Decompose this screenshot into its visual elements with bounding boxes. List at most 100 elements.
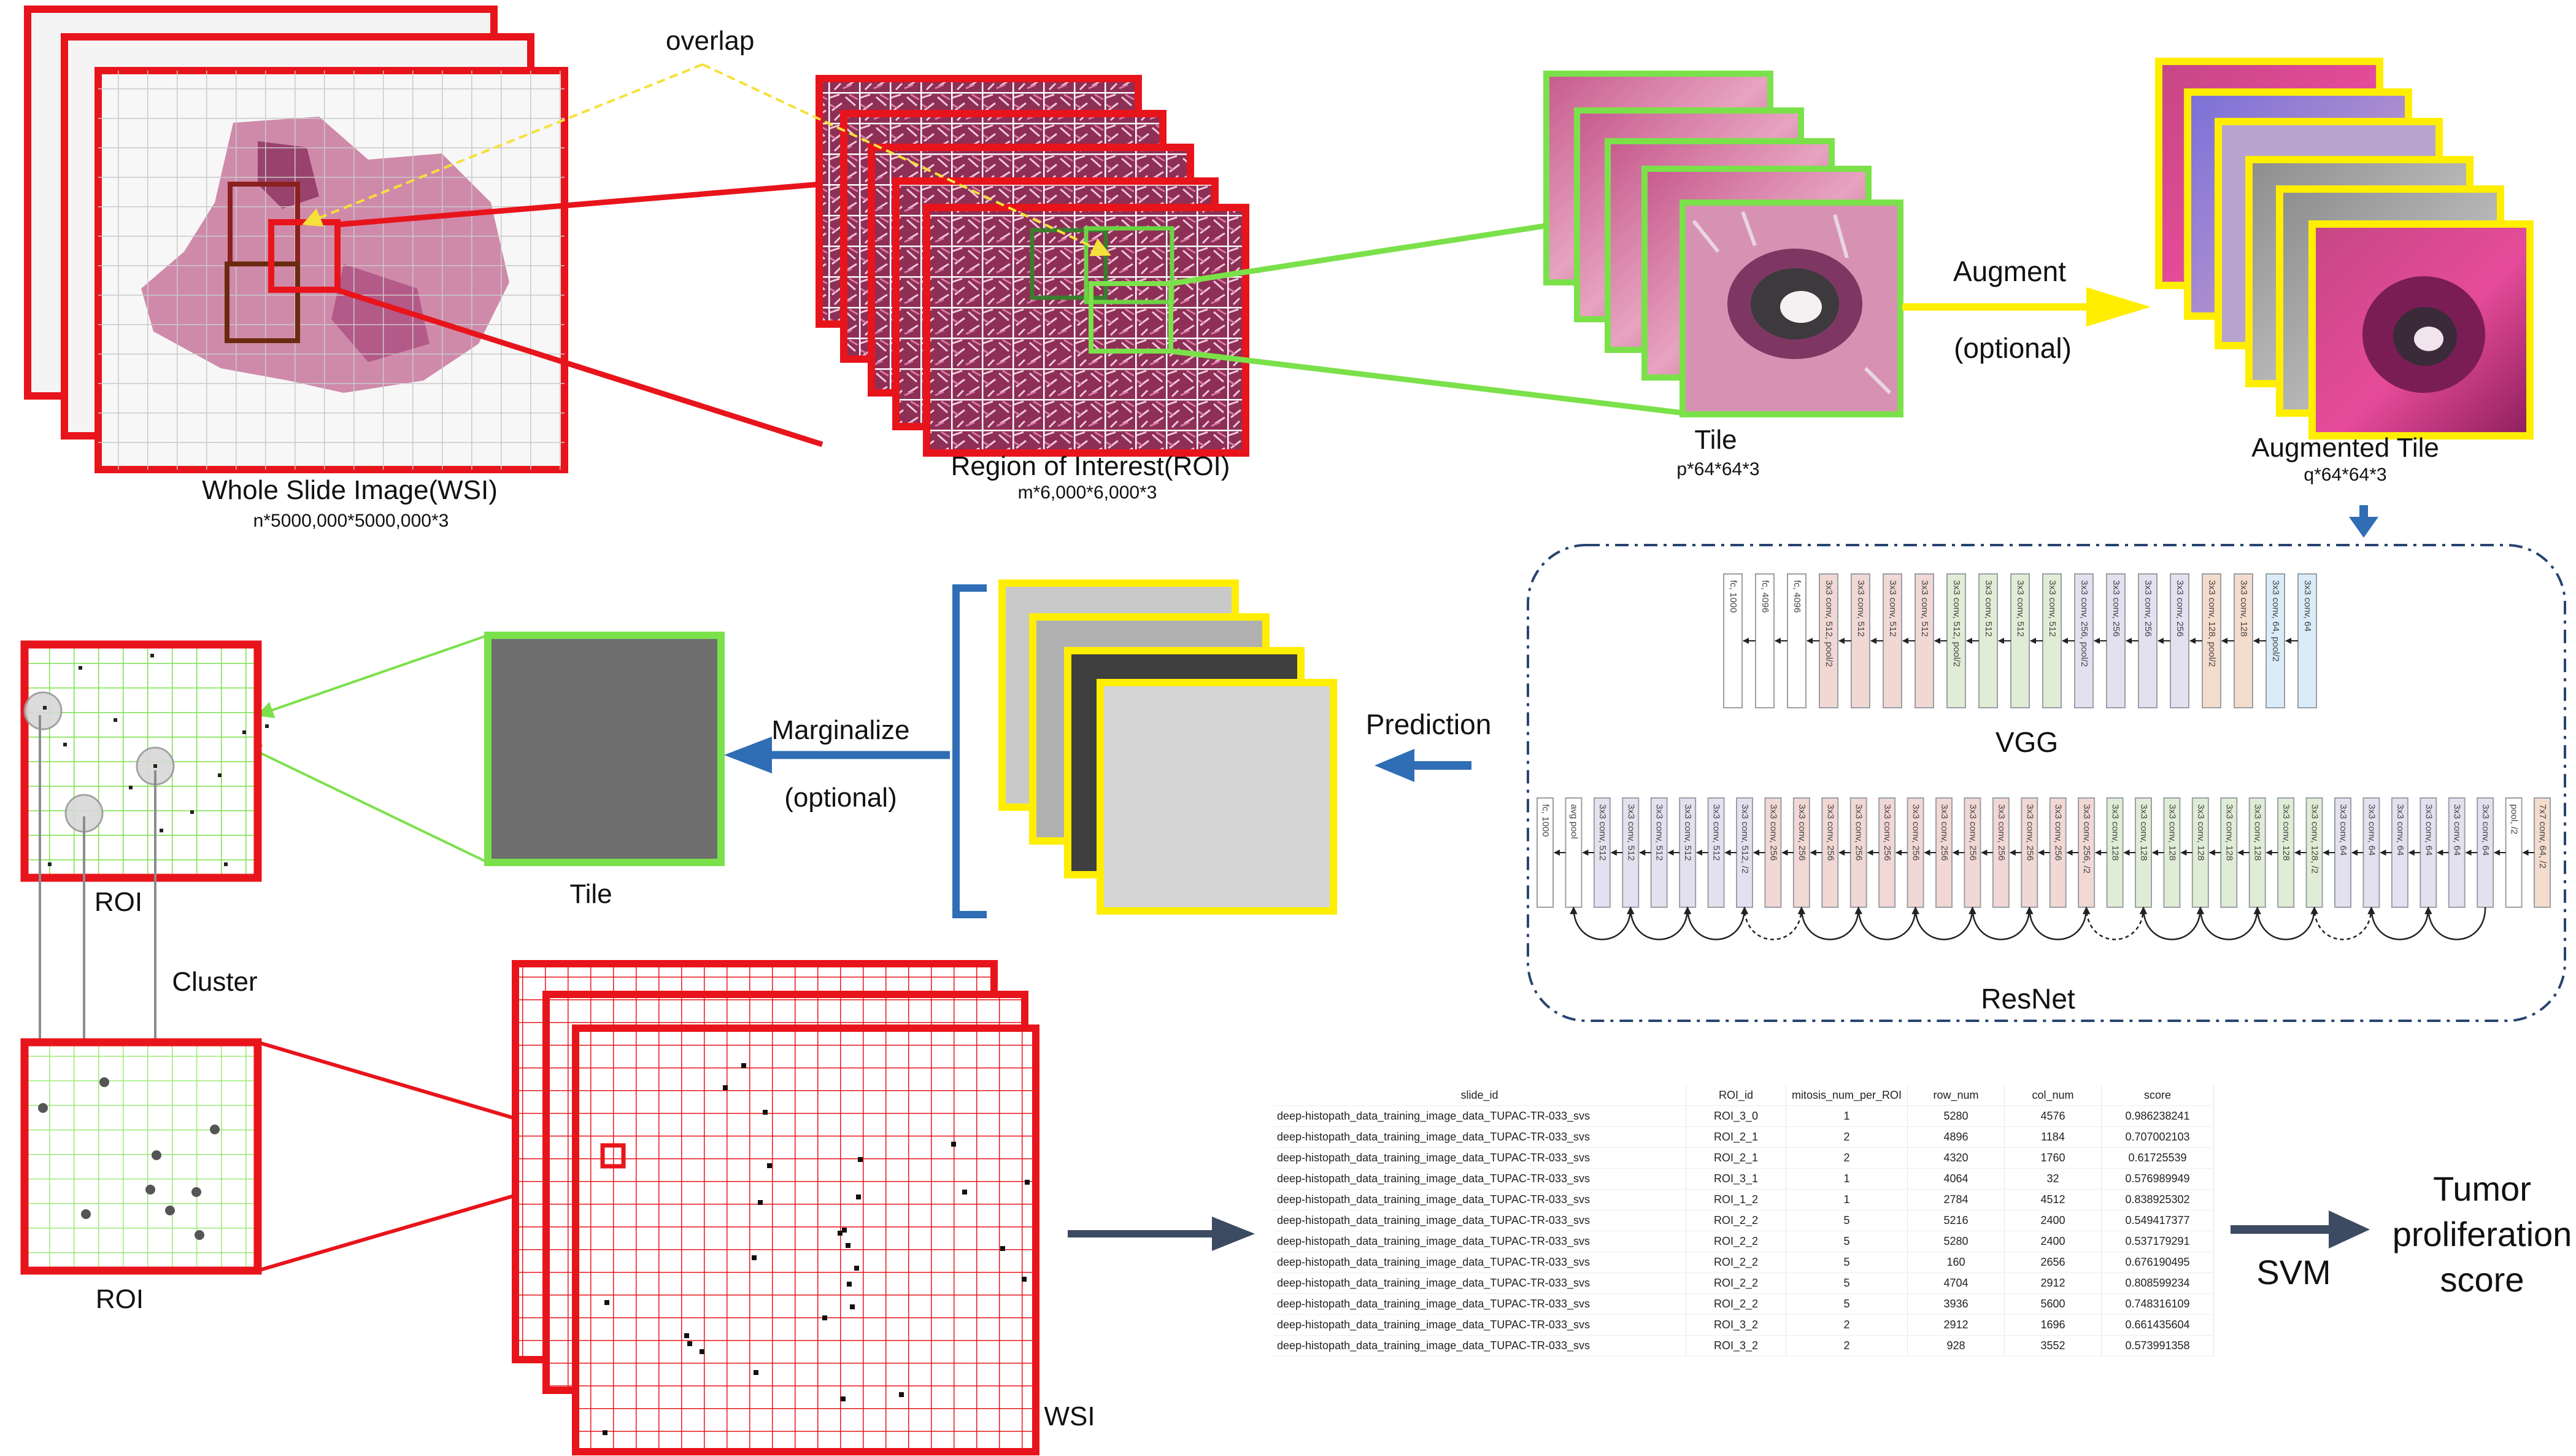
resnet-layer-label: 3x3 conv, 512 <box>1683 804 1693 861</box>
resnet-skip-connection <box>2139 906 2202 940</box>
vgg-layer <box>1755 573 1775 708</box>
resnet-layer <box>1935 797 1953 908</box>
vgg-layer-label: 3x3 conv, 512, pool/2 <box>1824 580 1834 667</box>
resnet-layer-label: 3x3 conv, 128 <box>2110 804 2121 861</box>
cell-col-num: 2912 <box>2004 1272 2102 1294</box>
cell-roi-id: ROI_2_2 <box>1686 1293 1786 1315</box>
vgg-layer <box>1723 573 1743 708</box>
to-table-arrow <box>1068 1217 1255 1251</box>
cell-mitosis-num: 2 <box>1786 1126 1908 1148</box>
cell-col-num: 1696 <box>2004 1314 2102 1336</box>
cell-score: 0.61725539 <box>2101 1147 2214 1169</box>
vgg-layer <box>2170 573 2189 708</box>
vgg-layer-label: 3x3 conv, 256 <box>2143 580 2153 637</box>
cell-score: 0.576989949 <box>2101 1168 2214 1190</box>
roi-mitosis-grid <box>20 640 269 882</box>
overlap-label: overlap <box>666 26 755 56</box>
prediction-arrow <box>1375 749 1471 782</box>
cell-col-num: 32 <box>2004 1168 2102 1190</box>
cell-score: 0.537179291 <box>2101 1231 2214 1252</box>
resnet-layer-label: fc, 1000 <box>1540 804 1551 837</box>
resnet-layer-label: 3x3 conv, 64 <box>2338 804 2348 856</box>
cell-slide-id: deep-histopath_data_training_image_data_… <box>1273 1272 1686 1294</box>
resnet-layer <box>2420 797 2437 908</box>
resnet-skip-connection <box>1969 906 2030 940</box>
tile-dimensions: p*64*64*3 <box>1676 459 1760 479</box>
table-row: deep-histopath_data_training_image_data_… <box>1273 1314 2214 1336</box>
resnet-layer-label: 3x3 conv, 128 <box>2167 804 2177 861</box>
cell-row-num: 5280 <box>1907 1106 2005 1127</box>
prediction-label: Prediction <box>1365 708 1492 740</box>
header-col-num: col_num <box>2004 1085 2102 1106</box>
output-tile <box>484 632 725 866</box>
resnet-skip-connection <box>1570 906 1632 940</box>
resnet-layer <box>2391 797 2408 908</box>
resnet-layer-label: 3x3 conv, 128 <box>2253 804 2263 861</box>
vgg-layer <box>1946 573 1966 708</box>
cell-mitosis-num: 2 <box>1786 1335 1908 1357</box>
augment-optional-label: (optional) <box>1954 332 2072 364</box>
cell-slide-id: deep-histopath_data_training_image_data_… <box>1273 1231 1686 1252</box>
header-roi-id: ROI_id <box>1686 1085 1786 1106</box>
resnet-layer-label: 3x3 conv, 256 <box>1939 804 1949 861</box>
augment-label: Augment <box>1953 255 2067 287</box>
marginalize-optional-label: (optional) <box>784 783 897 813</box>
table-row: deep-histopath_data_training_image_data_… <box>1273 1189 2214 1210</box>
cell-row-num: 4896 <box>1907 1126 2005 1148</box>
resnet-layer <box>1764 797 1782 908</box>
resnet-skip-connection <box>2026 906 2088 940</box>
resnet-layer <box>2534 797 2551 908</box>
vgg-layer-label: fc, 1000 <box>1728 580 1738 613</box>
vgg-layer <box>1851 573 1870 708</box>
cell-score: 0.573991358 <box>2101 1335 2214 1357</box>
tile-title: Tile <box>1694 425 1737 455</box>
cell-score: 0.707002103 <box>2101 1126 2214 1148</box>
cell-col-num: 4512 <box>2004 1189 2102 1210</box>
cell-roi-id: ROI_2_2 <box>1686 1231 1786 1252</box>
cell-slide-id: deep-histopath_data_training_image_data_… <box>1273 1335 1686 1357</box>
vgg-layer-label: 3x3 conv, 512 <box>1919 580 1930 637</box>
cell-score: 0.549417377 <box>2101 1210 2214 1231</box>
cell-mitosis-num: 5 <box>1786 1293 1908 1315</box>
vgg-layer-label: 3x3 conv, 128 <box>2239 580 2249 637</box>
resnet-skip-connection <box>1911 906 1973 940</box>
resnet-diagram: 7x7 conv, 64, /2 pool, /2 3x3 conv, 64 3x3 … <box>1537 797 2551 940</box>
cell-mitosis-num: 5 <box>1786 1252 1908 1273</box>
resnet-skip-connection <box>2196 906 2258 940</box>
vgg-layer-label: 3x3 conv, 512 <box>2047 580 2057 637</box>
cell-mitosis-num: 5 <box>1786 1210 1908 1231</box>
resnet-layer-label: 3x3 conv, 64 <box>2395 804 2405 856</box>
tile-stack <box>1543 71 1903 417</box>
wsi-result-stack <box>512 960 1039 1455</box>
vgg-layer <box>2266 573 2285 708</box>
vgg-layer-label: 3x3 conv, 512 <box>2015 580 2026 637</box>
cell-slide-id: deep-histopath_data_training_image_data_… <box>1273 1252 1686 1273</box>
wsi-roi-connector <box>335 181 823 447</box>
resnet-skip-connection <box>2367 906 2429 940</box>
augmented-tile-dimensions: q*64*64*3 <box>2304 465 2387 485</box>
cell-slide-id: deep-histopath_data_training_image_data_… <box>1273 1106 1686 1127</box>
resnet-layer-label: 3x3 conv, 256 <box>1882 804 1892 861</box>
cell-roi-id: ROI_3_2 <box>1686 1314 1786 1336</box>
resnet-skip-connection <box>1854 906 1916 940</box>
vgg-layer <box>1883 573 1902 708</box>
wsi-stack <box>24 6 568 473</box>
resnet-layer-label: 3x3 conv, 256 <box>1825 804 1835 861</box>
resnet-layer-label: 3x3 conv, 128 <box>2281 804 2291 861</box>
wsi-dimensions: n*5000,000*5000,000*3 <box>253 511 449 531</box>
resnet-layer-label: 3x3 conv, 128 <box>2138 804 2149 861</box>
tile-roi-connector <box>244 634 488 864</box>
vgg-layer <box>2297 573 2317 708</box>
cell-row-num: 160 <box>1907 1252 2005 1273</box>
resnet-layer-label: 3x3 conv, 256 <box>1768 804 1778 861</box>
resnet-label: ResNet <box>1981 983 2075 1015</box>
cell-mitosis-num: 2 <box>1786 1314 1908 1336</box>
resnet-layer-label: 3x3 conv, 256 <box>1967 804 1978 861</box>
vgg-label: VGG <box>1995 726 2059 758</box>
resnet-layer <box>2106 797 2124 908</box>
table-row: deep-histopath_data_training_image_data_… <box>1273 1231 2214 1252</box>
roi-label-bottom: ROI <box>95 1284 144 1314</box>
resnet-skip-connection <box>1683 906 1746 940</box>
resnet-skip-connection <box>2082 906 2145 940</box>
